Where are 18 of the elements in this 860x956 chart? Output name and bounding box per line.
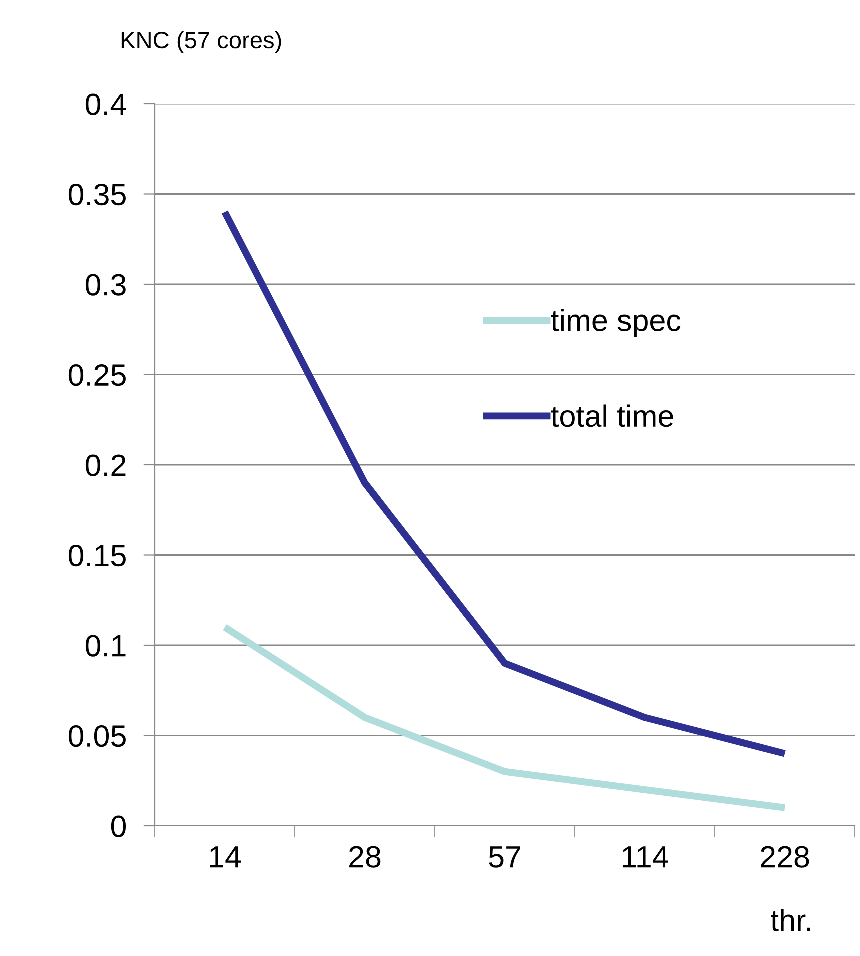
y-tick-label: 0.15 [68, 544, 126, 567]
legend-label: total time [551, 404, 674, 428]
x-tick-label: 114 [622, 846, 668, 868]
x-tick-label: 14 [210, 846, 242, 868]
chart-title: KNC (57 cores) [122, 31, 282, 54]
y-tick-label: 0.1 [86, 635, 126, 657]
x-tick-label: 57 [489, 846, 520, 868]
x-tick-label: 28 [350, 846, 381, 868]
x-tick-label: 228 [761, 846, 810, 868]
y-tick-label: 0.3 [86, 274, 126, 296]
y-tick-label: 0.35 [68, 184, 126, 206]
x-axis-title: thr. [771, 909, 810, 932]
y-tick-label: 0.4 [86, 94, 126, 116]
y-tick-label: 0.25 [68, 364, 126, 386]
legend-label: time spec [551, 309, 681, 338]
y-tick-label: 0.2 [86, 454, 126, 476]
y-tick-label: 0 [111, 816, 126, 838]
y-tick-label: 0.05 [68, 725, 126, 748]
